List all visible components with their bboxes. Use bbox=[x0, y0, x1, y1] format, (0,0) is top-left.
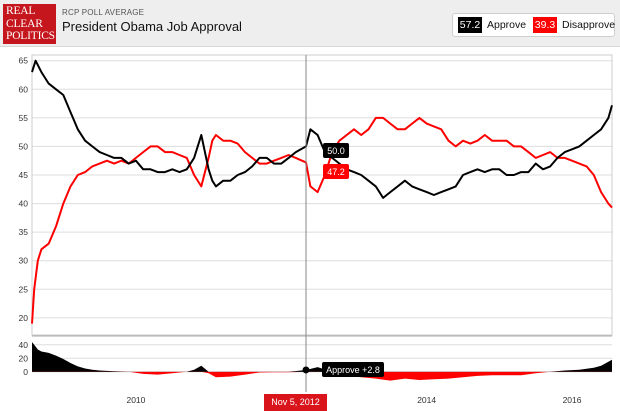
y-tick-20: 20 bbox=[19, 313, 29, 323]
main-series bbox=[31, 59, 613, 324]
chart-kicker: RCP POLL AVERAGE bbox=[62, 8, 145, 17]
x-tick-2010: 2010 bbox=[126, 395, 145, 405]
cursor-disapprove-tip: 47.2 bbox=[323, 164, 350, 179]
cursor-approve-tip-box bbox=[323, 143, 350, 158]
y-tick-45: 45 bbox=[19, 170, 29, 180]
cursor-spread-tip: Approve +2.8 bbox=[322, 361, 385, 377]
logo-line-politics: POLITICS bbox=[6, 30, 55, 42]
logo-line-clear: CLEAR bbox=[6, 17, 43, 30]
legend-approve-label[interactable]: Approve bbox=[487, 19, 527, 31]
cursor-approve-tip-text: 50.0 bbox=[327, 146, 345, 156]
spread-y-tick-20: 20 bbox=[19, 353, 29, 363]
cursor-approve-tip: 50.0 bbox=[323, 143, 350, 158]
spread-y-tick-0: 0 bbox=[23, 367, 28, 377]
date-cursor[interactable]: 50.0 47.2 Approve +2.8 bbox=[302, 55, 385, 392]
y-tick-50: 50 bbox=[19, 141, 29, 151]
x-tick-2014: 2014 bbox=[417, 395, 436, 405]
chart-title: President Obama Job Approval bbox=[62, 19, 242, 34]
spread-y-ticks: 0 20 40 bbox=[19, 340, 29, 377]
cursor-date-tag: Nov 5, 2012 bbox=[264, 394, 327, 411]
main-y-ticks: 20 25 30 35 40 45 50 55 60 65 bbox=[19, 56, 29, 323]
series-line-disapprove bbox=[31, 116, 613, 324]
y-tick-35: 35 bbox=[19, 227, 29, 237]
chart-header: REAL CLEAR POLITICS RCP POLL AVERAGE Pre… bbox=[0, 0, 620, 47]
spread-grid bbox=[32, 344, 612, 373]
logo-line-real: REAL bbox=[6, 5, 36, 17]
y-tick-40: 40 bbox=[19, 199, 29, 209]
rcp-logo[interactable]: REAL CLEAR POLITICS bbox=[3, 4, 56, 44]
legend: 57.2 Approve 39.3 Disapprove bbox=[452, 13, 615, 37]
cursor-spread-dot bbox=[302, 366, 310, 374]
legend-disapprove-label[interactable]: Disapprove bbox=[562, 19, 616, 31]
x-ticks: 2010201220142016 bbox=[126, 395, 581, 405]
main-plot-frame bbox=[31, 54, 613, 336]
y-tick-25: 25 bbox=[19, 284, 29, 294]
cursor-disapprove-tip-box bbox=[323, 164, 350, 179]
series-line-approve bbox=[31, 59, 613, 199]
legend-approve-value: 57.2 bbox=[458, 17, 482, 33]
y-tick-30: 30 bbox=[19, 256, 29, 266]
cursor-disapprove-tip-text: 47.2 bbox=[327, 167, 345, 177]
legend-disapprove-value: 39.3 bbox=[533, 17, 557, 33]
spread-area-approve bbox=[32, 342, 612, 372]
cursor-spread-tip-box bbox=[322, 361, 385, 377]
y-tick-65: 65 bbox=[19, 56, 29, 66]
spread-y-tick-40: 40 bbox=[19, 340, 29, 350]
spread-series bbox=[32, 342, 612, 381]
main-grid bbox=[32, 60, 612, 319]
cursor-spread-tip-text: Approve +2.8 bbox=[326, 365, 380, 375]
x-tick-2016: 2016 bbox=[563, 395, 582, 405]
spread-area-disapprove bbox=[32, 371, 612, 381]
y-tick-55: 55 bbox=[19, 113, 29, 123]
y-tick-60: 60 bbox=[19, 84, 29, 94]
